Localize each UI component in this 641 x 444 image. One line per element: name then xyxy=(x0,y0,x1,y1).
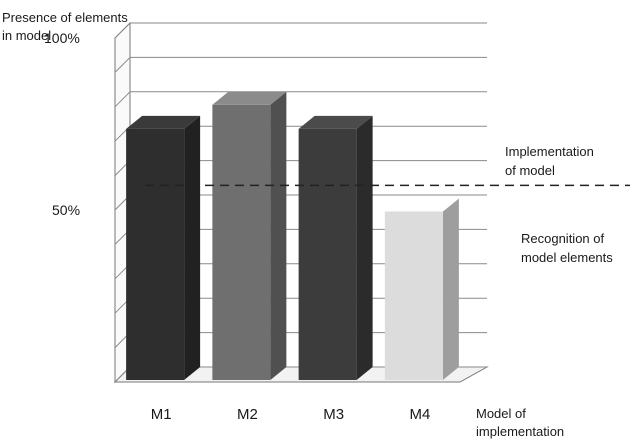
x-axis-label-line-1: Model of xyxy=(476,406,526,421)
bar-m3 xyxy=(298,115,373,380)
annotation-implementation-line-1: Implementation xyxy=(505,144,594,159)
bar-front xyxy=(384,211,443,380)
grid-line xyxy=(114,91,487,108)
annotation-recognition-line-2: model elements xyxy=(521,250,613,265)
bar-side xyxy=(270,91,287,381)
bar-front xyxy=(126,128,185,380)
y-tick-label-100: 100% xyxy=(44,30,80,46)
category-label-m1: M1 xyxy=(151,406,172,423)
y-axis-label-line-1: Presence of elements xyxy=(2,10,128,25)
grid-line xyxy=(114,22,487,39)
bar-top xyxy=(212,91,287,105)
bar-top xyxy=(298,115,373,129)
bar-side xyxy=(184,115,201,380)
bar-m2 xyxy=(212,91,287,381)
bar-side xyxy=(442,198,459,380)
annotation-implementation-line-2: of model xyxy=(505,163,555,178)
bar-front xyxy=(212,104,271,381)
bar-m1 xyxy=(126,115,201,380)
bar-m4 xyxy=(384,198,459,380)
bar-front xyxy=(298,128,357,380)
category-label-m4: M4 xyxy=(409,406,430,423)
bar-top xyxy=(384,198,459,212)
category-label-m2: M2 xyxy=(237,406,258,423)
grid-line xyxy=(114,56,487,73)
y-axis-label-line-2: in model xyxy=(2,28,51,43)
bars xyxy=(126,91,459,381)
annotation-recognition-line-1: Recognition of xyxy=(521,231,604,246)
bar-side xyxy=(356,115,373,380)
bar-top xyxy=(126,115,201,129)
y-tick-label-50: 50% xyxy=(52,202,80,218)
x-axis-label-line-2: implementation xyxy=(476,424,564,439)
category-label-m3: M3 xyxy=(323,406,344,423)
